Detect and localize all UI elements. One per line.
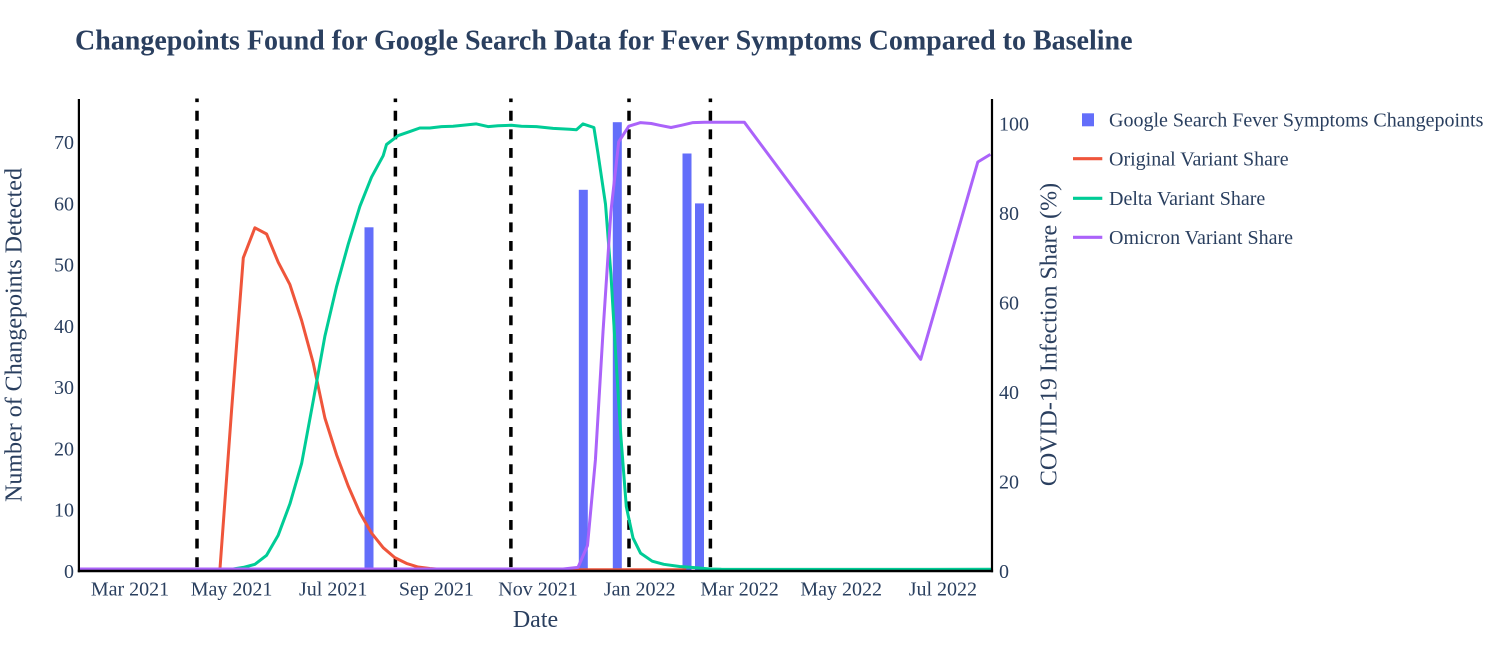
svg-text:50: 50 [54,255,74,277]
svg-text:May 2022: May 2022 [800,579,882,601]
svg-text:20: 20 [54,438,74,460]
svg-text:30: 30 [54,377,74,399]
svg-text:Original Variant Share: Original Variant Share [1109,149,1289,171]
svg-text:60: 60 [54,193,74,215]
svg-text:0: 0 [64,561,74,583]
svg-text:Sep 2021: Sep 2021 [399,579,474,601]
svg-text:Jul 2021: Jul 2021 [299,579,367,601]
svg-text:0: 0 [999,561,1009,583]
svg-text:20: 20 [999,472,1019,494]
svg-text:Mar 2022: Mar 2022 [700,579,778,601]
svg-text:80: 80 [999,203,1019,225]
svg-text:Nov 2021: Nov 2021 [498,579,577,601]
svg-text:60: 60 [999,293,1019,315]
svg-text:May 2021: May 2021 [191,579,273,601]
svg-text:70: 70 [54,132,74,154]
svg-text:100: 100 [999,114,1029,136]
svg-text:Omicron Variant Share: Omicron Variant Share [1109,227,1293,249]
svg-text:40: 40 [54,316,74,338]
svg-text:Changepoints Found for Google: Changepoints Found for Google Search Dat… [75,25,1133,56]
svg-text:COVID-19 Infection Share (%): COVID-19 Infection Share (%) [1037,183,1063,486]
svg-text:Jan 2022: Jan 2022 [604,579,676,601]
svg-text:40: 40 [999,382,1019,404]
svg-text:Mar 2021: Mar 2021 [91,579,169,601]
svg-text:Jul 2022: Jul 2022 [909,579,977,601]
svg-text:Date: Date [513,607,558,633]
svg-text:Number of Changepoints Detecte: Number of Changepoints Detected [2,168,28,502]
svg-text:Google Search Fever Symptoms C: Google Search Fever Symptoms Changepoint… [1109,110,1484,132]
svg-text:10: 10 [54,500,74,522]
svg-text:Delta Variant Share: Delta Variant Share [1109,188,1265,210]
